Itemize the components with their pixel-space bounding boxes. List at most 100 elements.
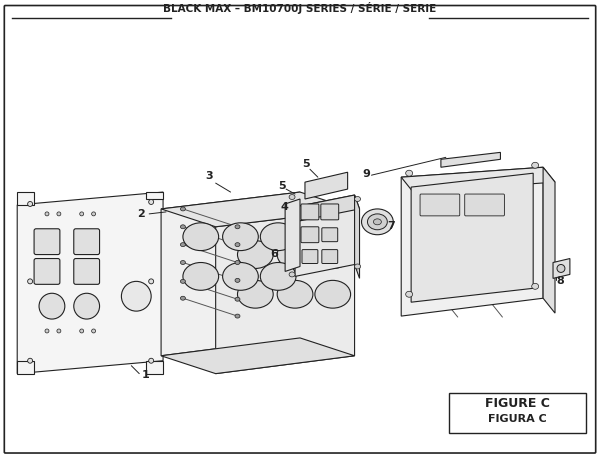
Ellipse shape bbox=[80, 212, 83, 216]
FancyBboxPatch shape bbox=[34, 229, 60, 254]
Ellipse shape bbox=[28, 358, 32, 363]
Ellipse shape bbox=[181, 279, 185, 283]
Ellipse shape bbox=[183, 223, 218, 251]
Polygon shape bbox=[295, 195, 359, 221]
Ellipse shape bbox=[181, 225, 185, 229]
Ellipse shape bbox=[181, 207, 185, 211]
Ellipse shape bbox=[355, 264, 361, 269]
Ellipse shape bbox=[223, 223, 259, 251]
Ellipse shape bbox=[45, 212, 49, 216]
Ellipse shape bbox=[235, 225, 240, 229]
Polygon shape bbox=[161, 192, 300, 356]
Ellipse shape bbox=[235, 278, 240, 283]
FancyBboxPatch shape bbox=[302, 250, 318, 263]
Polygon shape bbox=[17, 361, 34, 374]
FancyBboxPatch shape bbox=[74, 229, 100, 254]
Polygon shape bbox=[295, 195, 355, 276]
Polygon shape bbox=[441, 152, 500, 167]
Ellipse shape bbox=[121, 281, 151, 311]
Polygon shape bbox=[146, 192, 163, 199]
Polygon shape bbox=[161, 192, 355, 227]
Ellipse shape bbox=[57, 212, 61, 216]
Polygon shape bbox=[305, 172, 347, 199]
Text: FIGURE C: FIGURE C bbox=[485, 397, 550, 410]
Text: 3: 3 bbox=[206, 171, 214, 181]
Polygon shape bbox=[411, 173, 533, 302]
Text: BLACK MAX – BM10700J SERIES / SÉRIE / SERIE: BLACK MAX – BM10700J SERIES / SÉRIE / SE… bbox=[163, 2, 437, 15]
Ellipse shape bbox=[289, 195, 295, 199]
Ellipse shape bbox=[362, 209, 393, 235]
Text: 6: 6 bbox=[270, 248, 278, 258]
FancyBboxPatch shape bbox=[322, 228, 338, 242]
Ellipse shape bbox=[39, 293, 65, 319]
Ellipse shape bbox=[557, 264, 565, 273]
Ellipse shape bbox=[289, 272, 295, 277]
Ellipse shape bbox=[92, 329, 95, 333]
Polygon shape bbox=[355, 195, 359, 278]
Polygon shape bbox=[553, 258, 570, 278]
Ellipse shape bbox=[181, 243, 185, 247]
Ellipse shape bbox=[28, 279, 32, 284]
Ellipse shape bbox=[406, 170, 413, 176]
Ellipse shape bbox=[235, 243, 240, 247]
Ellipse shape bbox=[315, 241, 350, 268]
Polygon shape bbox=[285, 199, 300, 272]
FancyBboxPatch shape bbox=[4, 5, 596, 453]
Ellipse shape bbox=[149, 358, 154, 363]
Ellipse shape bbox=[80, 329, 83, 333]
Text: 2: 2 bbox=[137, 209, 145, 219]
Ellipse shape bbox=[238, 280, 273, 308]
FancyBboxPatch shape bbox=[322, 250, 338, 263]
Polygon shape bbox=[215, 210, 355, 374]
Ellipse shape bbox=[92, 212, 95, 216]
Ellipse shape bbox=[277, 280, 313, 308]
Polygon shape bbox=[17, 192, 34, 205]
Polygon shape bbox=[17, 192, 163, 374]
Text: 5: 5 bbox=[302, 159, 310, 169]
Ellipse shape bbox=[235, 261, 240, 264]
Polygon shape bbox=[401, 167, 543, 316]
Ellipse shape bbox=[57, 329, 61, 333]
FancyBboxPatch shape bbox=[301, 204, 319, 220]
Ellipse shape bbox=[149, 199, 154, 204]
Text: 9: 9 bbox=[362, 169, 370, 179]
Text: 8: 8 bbox=[556, 276, 564, 286]
Ellipse shape bbox=[355, 197, 361, 202]
Ellipse shape bbox=[260, 263, 296, 290]
Ellipse shape bbox=[373, 219, 382, 225]
Ellipse shape bbox=[532, 162, 539, 168]
FancyBboxPatch shape bbox=[449, 394, 586, 433]
Ellipse shape bbox=[45, 329, 49, 333]
Polygon shape bbox=[161, 338, 355, 374]
Ellipse shape bbox=[74, 293, 100, 319]
Ellipse shape bbox=[406, 291, 413, 297]
Text: 7: 7 bbox=[388, 221, 395, 231]
Ellipse shape bbox=[223, 263, 259, 290]
Ellipse shape bbox=[532, 283, 539, 289]
Ellipse shape bbox=[367, 214, 388, 230]
Polygon shape bbox=[543, 167, 555, 313]
Text: 1: 1 bbox=[141, 369, 149, 379]
Text: FIGURA C: FIGURA C bbox=[488, 415, 547, 424]
Ellipse shape bbox=[260, 223, 296, 251]
Ellipse shape bbox=[235, 297, 240, 301]
Ellipse shape bbox=[181, 261, 185, 264]
FancyBboxPatch shape bbox=[74, 258, 100, 284]
FancyBboxPatch shape bbox=[34, 258, 60, 284]
Ellipse shape bbox=[28, 202, 32, 207]
Ellipse shape bbox=[235, 314, 240, 318]
FancyBboxPatch shape bbox=[465, 194, 505, 216]
FancyBboxPatch shape bbox=[420, 194, 460, 216]
Polygon shape bbox=[146, 361, 163, 374]
FancyBboxPatch shape bbox=[301, 227, 319, 243]
Text: 5: 5 bbox=[278, 181, 286, 191]
Text: 4: 4 bbox=[280, 202, 288, 212]
Ellipse shape bbox=[181, 296, 185, 300]
FancyBboxPatch shape bbox=[321, 204, 338, 220]
Polygon shape bbox=[401, 167, 555, 192]
Ellipse shape bbox=[149, 279, 154, 284]
Ellipse shape bbox=[315, 280, 350, 308]
Ellipse shape bbox=[277, 241, 313, 268]
Ellipse shape bbox=[238, 241, 273, 268]
Ellipse shape bbox=[183, 263, 218, 290]
